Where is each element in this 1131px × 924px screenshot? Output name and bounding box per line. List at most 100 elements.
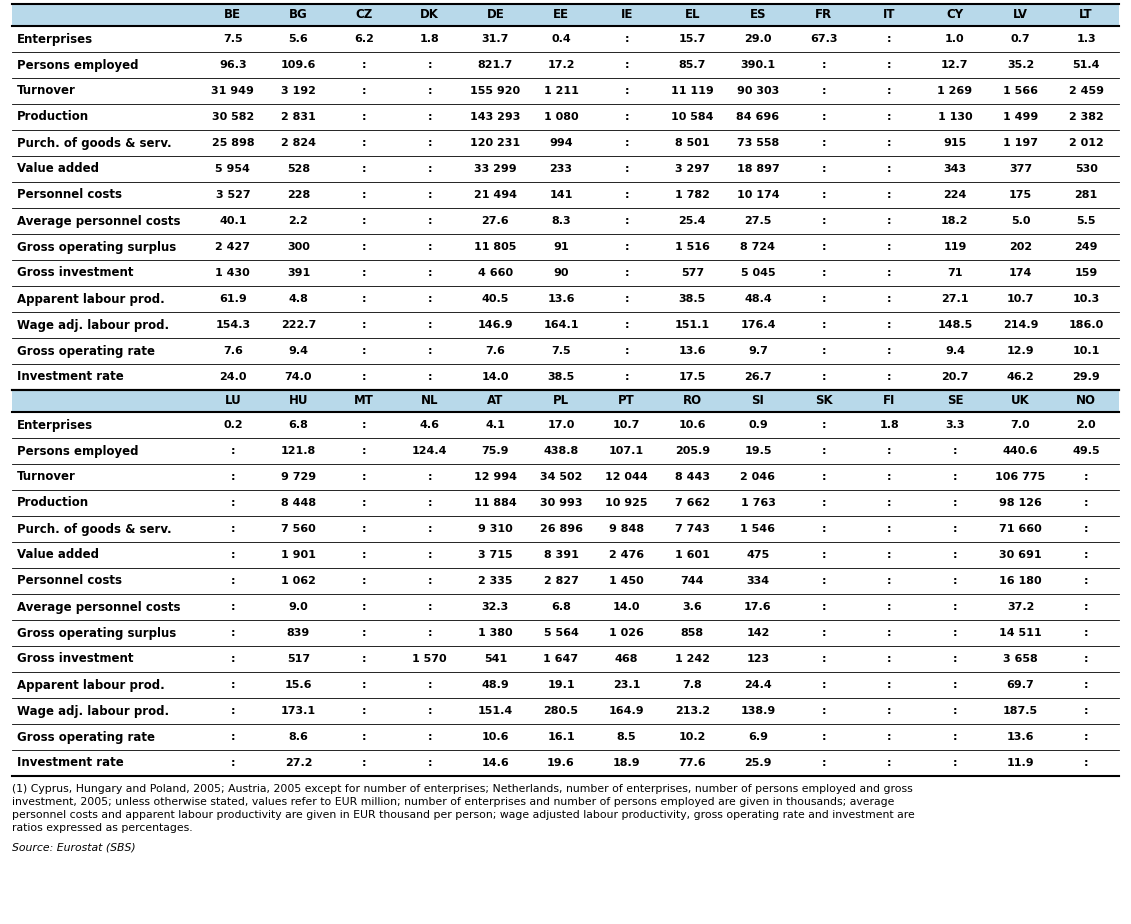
Text: :: :	[624, 60, 629, 70]
Text: 17.0: 17.0	[547, 420, 575, 430]
Text: :: :	[821, 420, 826, 430]
Bar	[12, 208, 1119, 234]
Text: 3.6: 3.6	[682, 602, 702, 612]
Text: :: :	[231, 706, 235, 716]
Text: 1 450: 1 450	[610, 576, 644, 586]
Text: :: :	[887, 654, 891, 664]
Text: Investment rate: Investment rate	[17, 757, 123, 770]
Text: 121.8: 121.8	[280, 446, 316, 456]
Text: :: :	[362, 420, 366, 430]
Text: 517: 517	[287, 654, 310, 664]
Text: :: :	[952, 524, 957, 534]
Bar	[12, 568, 1119, 594]
Text: :: :	[362, 576, 366, 586]
Bar	[12, 698, 1119, 724]
Text: 1 242: 1 242	[675, 654, 710, 664]
Text: 25.9: 25.9	[744, 758, 771, 768]
Text: 1.8: 1.8	[420, 34, 440, 44]
Text: :: :	[821, 732, 826, 742]
Text: :: :	[821, 294, 826, 304]
Text: :: :	[952, 602, 957, 612]
Text: :: :	[624, 346, 629, 356]
Text: :: :	[887, 346, 891, 356]
Text: 0.9: 0.9	[748, 420, 768, 430]
Text: 27.1: 27.1	[941, 294, 968, 304]
Text: 27.5: 27.5	[744, 216, 771, 226]
Text: BE: BE	[224, 8, 241, 21]
Text: :: :	[887, 60, 891, 70]
Bar	[12, 182, 1119, 208]
Text: 30 691: 30 691	[999, 550, 1042, 560]
Text: :: :	[428, 268, 432, 278]
Text: :: :	[821, 86, 826, 96]
Text: :: :	[428, 86, 432, 96]
Text: :: :	[428, 550, 432, 560]
Text: 9.4: 9.4	[944, 346, 965, 356]
Bar	[12, 390, 1119, 412]
Text: Personnel costs: Personnel costs	[17, 575, 122, 588]
Text: 12 044: 12 044	[605, 472, 648, 482]
Text: 744: 744	[681, 576, 705, 586]
Text: :: :	[624, 112, 629, 122]
Text: (1) Cyprus, Hungary and Poland, 2005; Austria, 2005 except for number of enterpr: (1) Cyprus, Hungary and Poland, 2005; Au…	[12, 784, 913, 794]
Text: 8.5: 8.5	[616, 732, 637, 742]
Text: :: :	[428, 758, 432, 768]
Text: :: :	[952, 446, 957, 456]
Text: 119: 119	[943, 242, 967, 252]
Text: Apparent labour prod.: Apparent labour prod.	[17, 678, 165, 691]
Text: 5 564: 5 564	[544, 628, 578, 638]
Text: 17.2: 17.2	[547, 60, 575, 70]
Text: 4.6: 4.6	[420, 420, 440, 430]
Text: 124.4: 124.4	[412, 446, 448, 456]
Text: :: :	[821, 60, 826, 70]
Text: :: :	[821, 524, 826, 534]
Text: 5.0: 5.0	[1011, 216, 1030, 226]
Text: :: :	[428, 112, 432, 122]
Text: :: :	[428, 732, 432, 742]
Text: 16 180: 16 180	[999, 576, 1042, 586]
Text: 38.5: 38.5	[679, 294, 706, 304]
Text: :: :	[821, 680, 826, 690]
Text: 46.2: 46.2	[1007, 372, 1035, 382]
Text: Enterprises: Enterprises	[17, 419, 93, 432]
Text: 187.5: 187.5	[1003, 706, 1038, 716]
Text: Investment rate: Investment rate	[17, 371, 123, 383]
Text: 174: 174	[1009, 268, 1033, 278]
Text: :: :	[887, 628, 891, 638]
Text: :: :	[887, 372, 891, 382]
Text: 222.7: 222.7	[280, 320, 316, 330]
Text: 10 174: 10 174	[736, 190, 779, 200]
Text: 25.4: 25.4	[679, 216, 706, 226]
Bar	[12, 312, 1119, 338]
Text: IT: IT	[883, 8, 896, 21]
Text: :: :	[952, 654, 957, 664]
Text: :: :	[821, 654, 826, 664]
Text: 8 724: 8 724	[741, 242, 776, 252]
Text: 2 831: 2 831	[282, 112, 316, 122]
Text: 9 848: 9 848	[610, 524, 645, 534]
Text: 2 827: 2 827	[544, 576, 578, 586]
Text: 0.7: 0.7	[1011, 34, 1030, 44]
Text: 3 658: 3 658	[1003, 654, 1038, 664]
Text: 107.1: 107.1	[610, 446, 645, 456]
Text: 11.9: 11.9	[1007, 758, 1035, 768]
Text: FI: FI	[883, 395, 896, 407]
Text: Wage adj. labour prod.: Wage adj. labour prod.	[17, 319, 170, 332]
Text: :: :	[624, 164, 629, 174]
Text: :: :	[624, 242, 629, 252]
Text: 1 026: 1 026	[610, 628, 645, 638]
Text: 90 303: 90 303	[736, 86, 779, 96]
Text: 7 662: 7 662	[675, 498, 710, 508]
Text: :: :	[952, 680, 957, 690]
Text: SK: SK	[814, 395, 832, 407]
Text: 13.6: 13.6	[679, 346, 706, 356]
Text: :: :	[1083, 628, 1088, 638]
Text: 5.6: 5.6	[288, 34, 309, 44]
Text: 1 901: 1 901	[280, 550, 316, 560]
Text: 49.5: 49.5	[1072, 446, 1100, 456]
Text: UK: UK	[1011, 395, 1030, 407]
Text: 1 782: 1 782	[675, 190, 710, 200]
Bar	[12, 646, 1119, 672]
Text: 31 949: 31 949	[211, 86, 254, 96]
Text: EL: EL	[684, 8, 700, 21]
